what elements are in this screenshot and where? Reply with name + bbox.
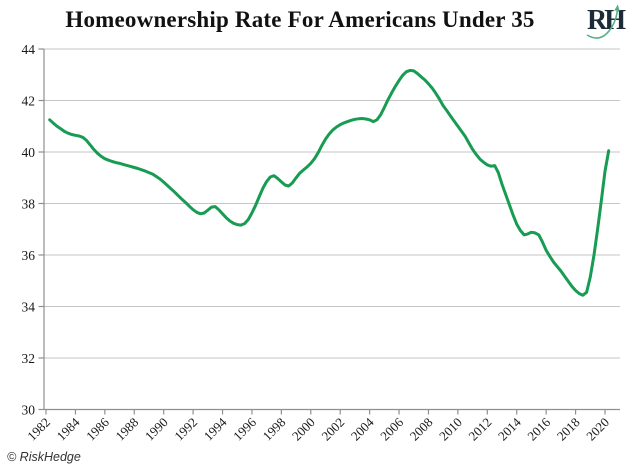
x-tick-label: 1996	[230, 414, 259, 443]
x-tick-label: 2004	[348, 414, 377, 443]
x-tick-label: 1988	[112, 415, 141, 444]
x-tick-label: 2012	[465, 415, 494, 444]
x-tick-label: 2020	[583, 415, 612, 444]
x-tick-label: 2008	[407, 415, 436, 444]
x-tick-label: 1990	[142, 415, 171, 444]
x-tick-label: 1982	[24, 415, 53, 444]
x-tick-label: 1984	[54, 414, 83, 443]
x-tick-label: 1998	[259, 415, 288, 444]
x-tick-label: 1992	[171, 415, 200, 444]
y-tick-label: 38	[22, 196, 36, 211]
growth-arrow-icon	[586, 4, 620, 39]
x-tick-label: 2010	[436, 415, 465, 444]
y-tick-label: 44	[22, 42, 36, 57]
homeownership-rate-line	[48, 68, 611, 297]
copyright-note: © RiskHedge	[7, 450, 81, 464]
x-tick-label: 2016	[524, 414, 553, 443]
riskhedge-logo-text: RH	[587, 5, 626, 36]
x-tick-label: 1994	[201, 414, 230, 443]
x-tick-label: 2014	[495, 414, 524, 443]
y-tick-label: 32	[22, 351, 36, 366]
x-tick-label: 2000	[289, 415, 318, 444]
y-tick-label: 30	[22, 402, 36, 417]
x-tick-label: 2018	[554, 415, 583, 444]
x-tick-label: 2002	[318, 415, 347, 444]
x-tick-label: 1986	[83, 414, 112, 443]
chart-title: Homeownership Rate For Americans Under 3…	[65, 7, 535, 32]
riskhedge-logo: RH	[586, 4, 628, 42]
y-tick-label: 36	[22, 248, 36, 263]
x-tick-label: 2006	[377, 414, 406, 443]
y-tick-label: 34	[22, 299, 36, 314]
y-tick-label: 40	[22, 145, 36, 160]
y-tick-label: 42	[22, 93, 36, 108]
